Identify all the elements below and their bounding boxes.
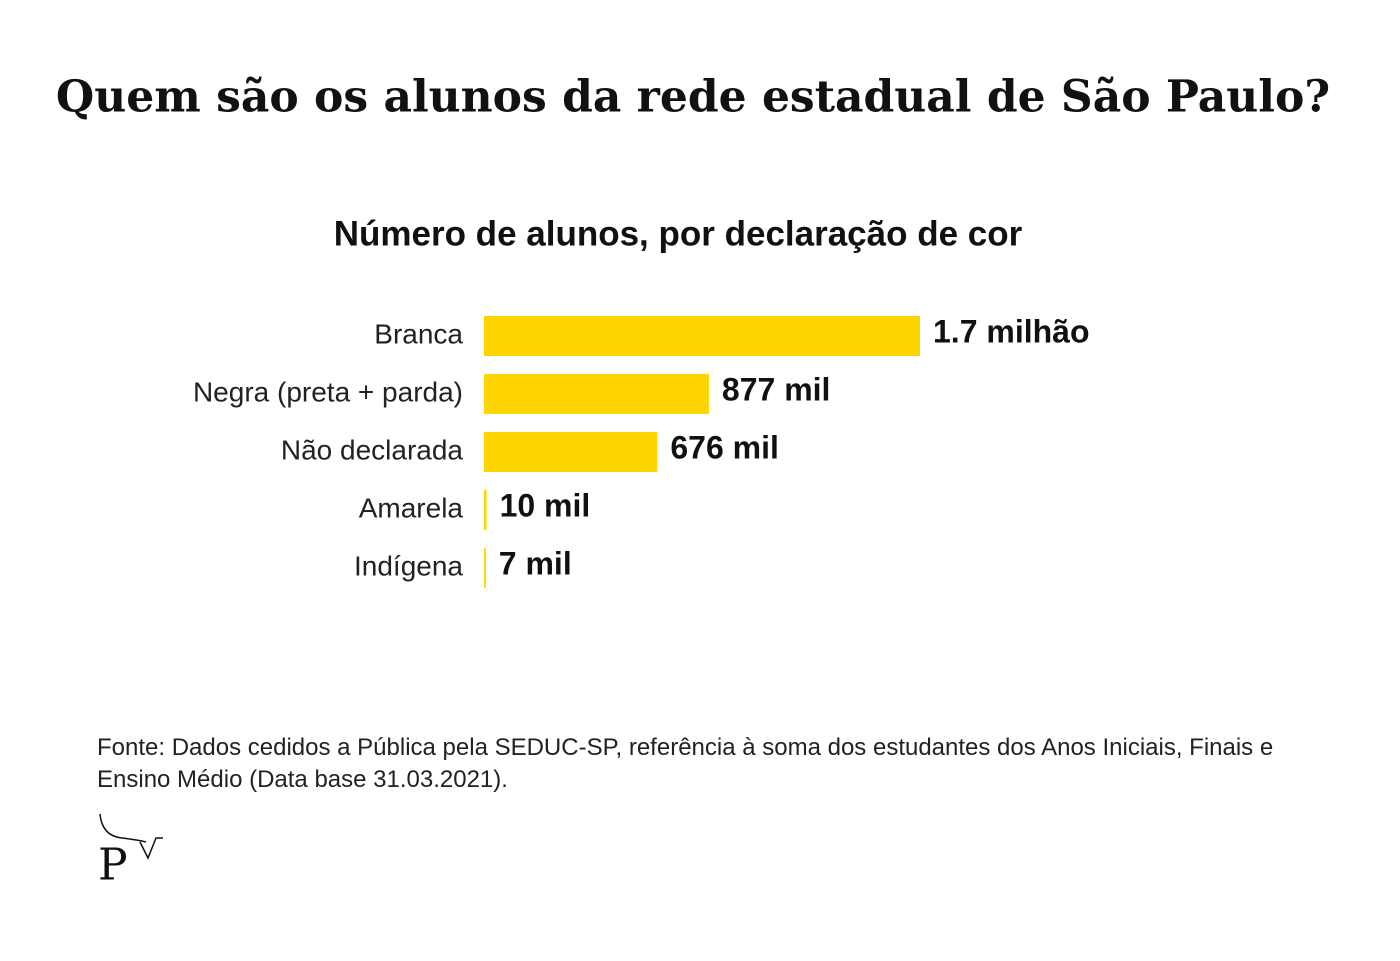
logo-mark	[139, 837, 163, 860]
value-label: 877 mil	[722, 371, 831, 407]
category-label: Não declarada	[281, 434, 464, 465]
chart-subtitle: Número de alunos, por declaração de cor	[334, 214, 1023, 253]
logo-mark	[99, 813, 147, 843]
bar	[484, 548, 486, 588]
bar	[484, 316, 920, 356]
category-label: Negra (preta + parda)	[193, 376, 463, 407]
bar	[484, 374, 709, 414]
category-label: Branca	[374, 318, 463, 349]
value-label: 7 mil	[499, 545, 572, 581]
value-label: 10 mil	[500, 487, 591, 523]
chart-title: Quem são os alunos da rede estadual de S…	[56, 72, 1330, 123]
bar	[484, 432, 658, 472]
value-label: 676 mil	[670, 429, 779, 465]
bar	[484, 490, 487, 530]
category-label: Indígena	[354, 550, 463, 581]
value-label: 1.7 milhão	[933, 313, 1090, 349]
source-note: Fonte: Dados cedidos a Pública pela SEDU…	[97, 734, 1274, 793]
category-label: Amarela	[359, 492, 464, 523]
logo: P	[98, 840, 128, 891]
